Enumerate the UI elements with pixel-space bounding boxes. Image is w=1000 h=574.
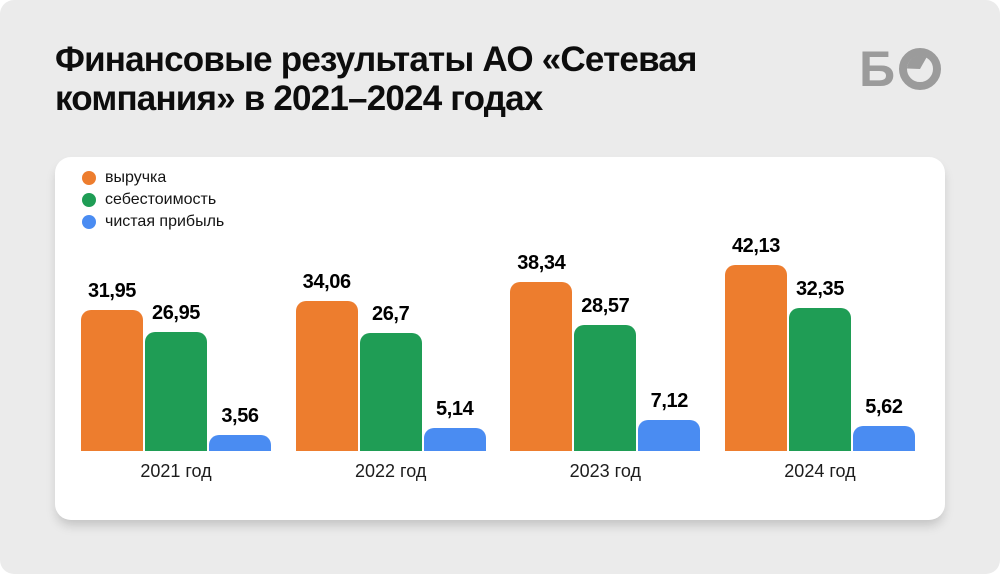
page-title-line1: Финансовые результаты АО «Сетевая	[55, 40, 697, 79]
page-title: Финансовые результаты АО «Сетевая компан…	[55, 40, 855, 118]
category-label: 2023 год	[569, 461, 641, 481]
bar-column: 3,56	[209, 405, 271, 451]
bar-column: 38,34	[510, 252, 573, 451]
chart-legend: выручка себестоимость чистая прибыль	[82, 170, 224, 230]
legend-dot	[82, 193, 96, 207]
bar-column: 7,12	[638, 390, 701, 451]
bar-column: 26,95	[145, 302, 207, 451]
bar-group: 38,34 28,57 7,12 2023 год	[510, 252, 701, 482]
bar-value-label: 34,06	[302, 271, 351, 293]
category-label: 2021 год	[140, 461, 212, 481]
category-label: 2022 год	[354, 461, 427, 481]
bar-value-label: 32,35	[795, 278, 844, 300]
bars-row: 31,95 26,95 3,56	[81, 280, 271, 451]
logo-letter-b: Б	[859, 41, 895, 97]
bar-value-label: 3,56	[221, 405, 259, 427]
bo-logo: Б	[859, 41, 943, 97]
bar-column: 26,7	[359, 303, 422, 451]
bar	[81, 310, 143, 451]
bar-group: 34,06 26,7 5,14 2022 год	[295, 271, 486, 482]
bar	[145, 332, 207, 451]
bar-value-label: 5,14	[435, 398, 474, 420]
bar-column: 32,35	[788, 278, 851, 451]
bar	[574, 325, 637, 451]
legend-label: чистая прибыль	[105, 213, 225, 230]
bar	[852, 426, 915, 451]
bar	[724, 265, 787, 451]
bar	[510, 282, 573, 451]
legend-label: себестоимость	[105, 191, 217, 208]
legend-item: выручка	[82, 170, 224, 186]
category-label: 2024 год	[784, 461, 856, 481]
bar-column: 5,14	[423, 398, 486, 451]
bar-value-label: 31,95	[87, 280, 137, 302]
bar-column: 28,57	[574, 295, 637, 451]
bar-value-label: 38,34	[517, 252, 566, 274]
bar-column: 31,95	[81, 280, 143, 451]
bar-value-label: 7,12	[650, 390, 689, 412]
bar	[209, 435, 271, 451]
page-title-line2: компания» в 2021–2024 годах	[55, 79, 543, 118]
bar-column: 34,06	[295, 271, 358, 451]
bars-row: 34,06 26,7 5,14	[295, 271, 486, 451]
bar	[359, 333, 422, 451]
legend-item: себестоимость	[82, 192, 224, 208]
bar-group: 42,13 32,35 5,62 2024 год	[724, 235, 915, 482]
legend-dot	[82, 171, 96, 185]
legend-item: чистая прибыль	[82, 214, 224, 230]
bar-value-label: 42,13	[731, 235, 780, 257]
bar-column: 42,13	[724, 235, 787, 451]
bar	[295, 301, 358, 451]
bars-row: 42,13 32,35 5,62	[724, 235, 915, 451]
chart-card: выручка себестоимость чистая прибыль 31,95…	[55, 157, 945, 520]
bar	[788, 308, 851, 451]
legend-dot	[82, 215, 96, 229]
bar	[638, 420, 701, 451]
bar-value-label: 26,7	[371, 303, 410, 325]
bar-value-label: 26,95	[151, 302, 201, 324]
bar	[423, 428, 486, 451]
bar-column: 5,62	[852, 396, 915, 451]
clock-icon	[899, 48, 941, 90]
bar-group: 31,95 26,95 3,56 2021 год	[81, 280, 271, 482]
plot-area: 31,95 26,95 3,56 2021 год 34,06 26,7 5,14 2022 …	[81, 235, 915, 482]
bars-row: 38,34 28,57 7,12	[510, 252, 701, 451]
legend-label: выручка	[105, 169, 167, 186]
bar-value-label: 28,57	[581, 295, 630, 317]
bar-value-label: 5,62	[865, 396, 903, 418]
